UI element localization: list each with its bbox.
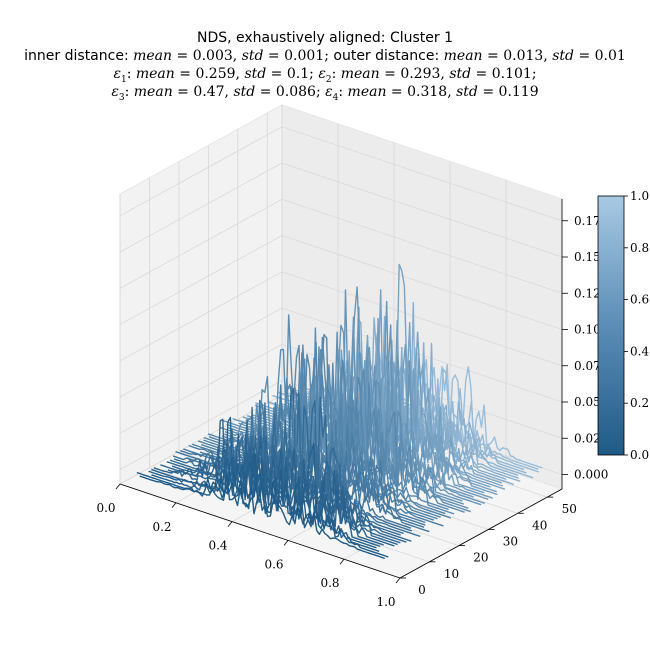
- y-tick-label: 30: [503, 534, 518, 548]
- grid-line-z: [119, 198, 563, 294]
- x-tick: [115, 483, 121, 490]
- outer-std-value: 0.01: [594, 48, 626, 64]
- e1-mean-value: 0.259: [195, 66, 236, 82]
- title-line-1: NDS, exhaustively aligned: Cluster 1: [196, 30, 454, 46]
- z-tick-label: 0.000: [574, 468, 608, 482]
- x-tick-label: 0.4: [208, 539, 227, 553]
- colorbar-tick-label: 0.0: [630, 448, 649, 462]
- y-tick-label: 10: [444, 567, 459, 581]
- e2-mean-value: 0.293: [400, 66, 441, 82]
- y-tick-label: 50: [562, 502, 577, 516]
- series-line: [151, 453, 380, 552]
- grid-line-z: [119, 343, 563, 439]
- series-line: [136, 471, 389, 558]
- inner-std-value: 0.001: [284, 48, 325, 64]
- e4-std-value: 0.119: [498, 84, 539, 100]
- colorbar-tick-label: 1.0: [630, 189, 649, 203]
- y-tick-label: 20: [473, 551, 488, 565]
- e3-mean-value: 0.47: [193, 84, 225, 100]
- series-line: [139, 473, 385, 560]
- grid-line-z: [119, 126, 563, 222]
- x-tick: [339, 558, 345, 565]
- y-tick-label: 0: [418, 583, 426, 597]
- x-tick-label: 0.6: [264, 557, 283, 571]
- colorbar-tick-label: 0.4: [630, 344, 649, 358]
- x-tick-label: 0.0: [96, 501, 115, 515]
- colorbar-gradient: [597, 195, 625, 456]
- title-line-3: ε1: mean = 0.259, std = 0.1; ε2: mean = …: [113, 66, 537, 85]
- x-tick-label: 0.2: [152, 520, 171, 534]
- e4-mean-value: 0.318: [407, 84, 448, 100]
- x-axis-line: [119, 483, 401, 579]
- grid-line-z: [119, 162, 563, 258]
- inner-distance-label: inner distance:: [24, 48, 129, 64]
- axis-lines: [119, 199, 563, 579]
- grid-line-z: [119, 235, 563, 330]
- colorbar-tick-label: 0.6: [630, 293, 649, 307]
- title-line-4: ε3: mean = 0.47, std = 0.086; ε4: mean =…: [111, 84, 539, 103]
- outer-distance-label: outer distance:: [333, 48, 440, 64]
- x-tick: [395, 577, 401, 584]
- e2-std-value: 0.101: [491, 66, 532, 82]
- e1-std-value: 0.1: [286, 66, 310, 82]
- inner-mean-value: 0.003: [192, 48, 233, 64]
- y-axis-line: [399, 488, 563, 579]
- series-line: [148, 455, 377, 549]
- e3-std-value: 0.086: [275, 84, 316, 100]
- y-tick-label: 40: [532, 518, 547, 532]
- outer-mean-value: 0.013: [503, 48, 544, 64]
- series-line: [160, 436, 398, 546]
- grid-line-y: [149, 177, 430, 563]
- x-tick-label: 1.0: [376, 595, 395, 609]
- chart-title: NDS, exhaustively aligned: Cluster 1: [0, 30, 650, 46]
- x-tick: [171, 502, 177, 509]
- grid-line-z: [119, 380, 563, 475]
- x-tick: [283, 540, 289, 546]
- grid-line-x: [119, 105, 283, 485]
- x-tick: [227, 521, 233, 527]
- grid-line-z: [119, 271, 563, 367]
- series-group: [136, 263, 543, 560]
- colorbar: 0.0 0.2 0.4 0.6 0.8 1.0: [597, 189, 649, 462]
- colorbar-tick-label: 0.8: [630, 241, 649, 255]
- colorbar-tick-label: 0.2: [630, 396, 649, 410]
- title-line-2: inner distance: mean = 0.003, std = 0.00…: [24, 48, 626, 64]
- x-tick-label: 0.8: [320, 576, 339, 590]
